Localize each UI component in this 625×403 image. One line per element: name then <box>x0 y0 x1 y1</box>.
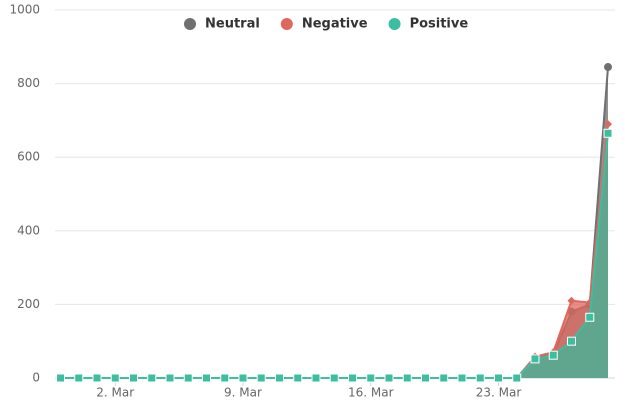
legend-marker <box>184 18 196 30</box>
point <box>604 120 612 129</box>
point <box>110 373 120 383</box>
legend: Neutral Negative Positive <box>184 17 468 32</box>
point <box>384 373 394 383</box>
x-tick-label: 16. Mar <box>348 386 394 400</box>
legend-label: Neutral <box>205 17 260 32</box>
area <box>60 124 608 378</box>
point <box>567 336 576 346</box>
point <box>421 373 430 383</box>
point <box>512 373 522 383</box>
area <box>60 67 608 378</box>
point <box>530 354 540 364</box>
point <box>475 373 485 383</box>
point <box>402 373 412 383</box>
point <box>275 373 284 383</box>
legend-label: Positive <box>410 17 469 32</box>
series-line <box>60 133 609 379</box>
legend-marker <box>388 18 401 30</box>
y-tick-label: 400 <box>17 223 40 237</box>
point <box>329 373 339 383</box>
y-tick-label: 600 <box>17 150 40 164</box>
legend-marker <box>280 18 293 30</box>
series-line <box>60 66 609 379</box>
y-tick-label: 0 <box>32 371 40 385</box>
point <box>92 373 102 383</box>
point <box>348 373 357 383</box>
point <box>567 296 576 305</box>
point <box>439 373 449 383</box>
point <box>129 373 138 383</box>
y-tick-label: 1000 <box>9 3 40 17</box>
point <box>494 373 503 383</box>
x-tick-label: 2. Mar <box>96 386 134 400</box>
point <box>238 373 248 383</box>
y-tick-label: 200 <box>17 297 40 311</box>
point <box>183 373 193 383</box>
x-tick-label: 23. Mar <box>476 386 522 400</box>
point <box>603 128 613 138</box>
area <box>60 133 608 378</box>
point <box>74 373 84 383</box>
point <box>165 373 175 383</box>
legend-label: Negative <box>302 17 368 32</box>
point <box>56 373 65 383</box>
point <box>366 373 376 383</box>
point <box>585 312 595 322</box>
point <box>220 373 230 383</box>
point <box>293 373 303 383</box>
point <box>457 373 467 383</box>
point <box>548 350 558 360</box>
y-tick-label: 800 <box>17 76 40 90</box>
series-line <box>60 123 609 379</box>
point <box>311 373 321 383</box>
x-tick-label: 9. Mar <box>224 386 262 400</box>
point <box>147 373 157 383</box>
point <box>256 373 266 383</box>
point <box>202 373 211 383</box>
point <box>604 63 612 72</box>
